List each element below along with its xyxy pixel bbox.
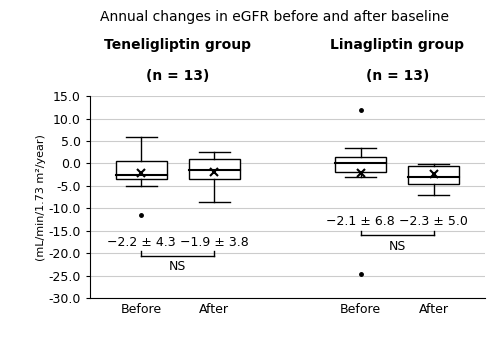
Text: NS: NS xyxy=(169,260,186,273)
Text: (n = 13): (n = 13) xyxy=(146,69,210,83)
FancyBboxPatch shape xyxy=(116,161,167,179)
Text: Annual changes in eGFR before and after baseline: Annual changes in eGFR before and after … xyxy=(100,10,450,24)
Text: (n = 13): (n = 13) xyxy=(366,69,429,83)
Text: Linagliptin group: Linagliptin group xyxy=(330,38,464,52)
Y-axis label: (mL/min/1.73 m²/year): (mL/min/1.73 m²/year) xyxy=(36,134,46,261)
Text: NS: NS xyxy=(388,240,406,253)
Text: −2.3 ± 5.0: −2.3 ± 5.0 xyxy=(400,215,468,228)
Text: −2.1 ± 6.8: −2.1 ± 6.8 xyxy=(326,215,395,228)
Text: −2.2 ± 4.3: −2.2 ± 4.3 xyxy=(107,236,176,249)
FancyBboxPatch shape xyxy=(335,157,386,173)
Text: Teneligliptin group: Teneligliptin group xyxy=(104,38,252,52)
Text: −1.9 ± 3.8: −1.9 ± 3.8 xyxy=(180,236,248,249)
FancyBboxPatch shape xyxy=(188,159,240,179)
FancyBboxPatch shape xyxy=(408,166,460,184)
